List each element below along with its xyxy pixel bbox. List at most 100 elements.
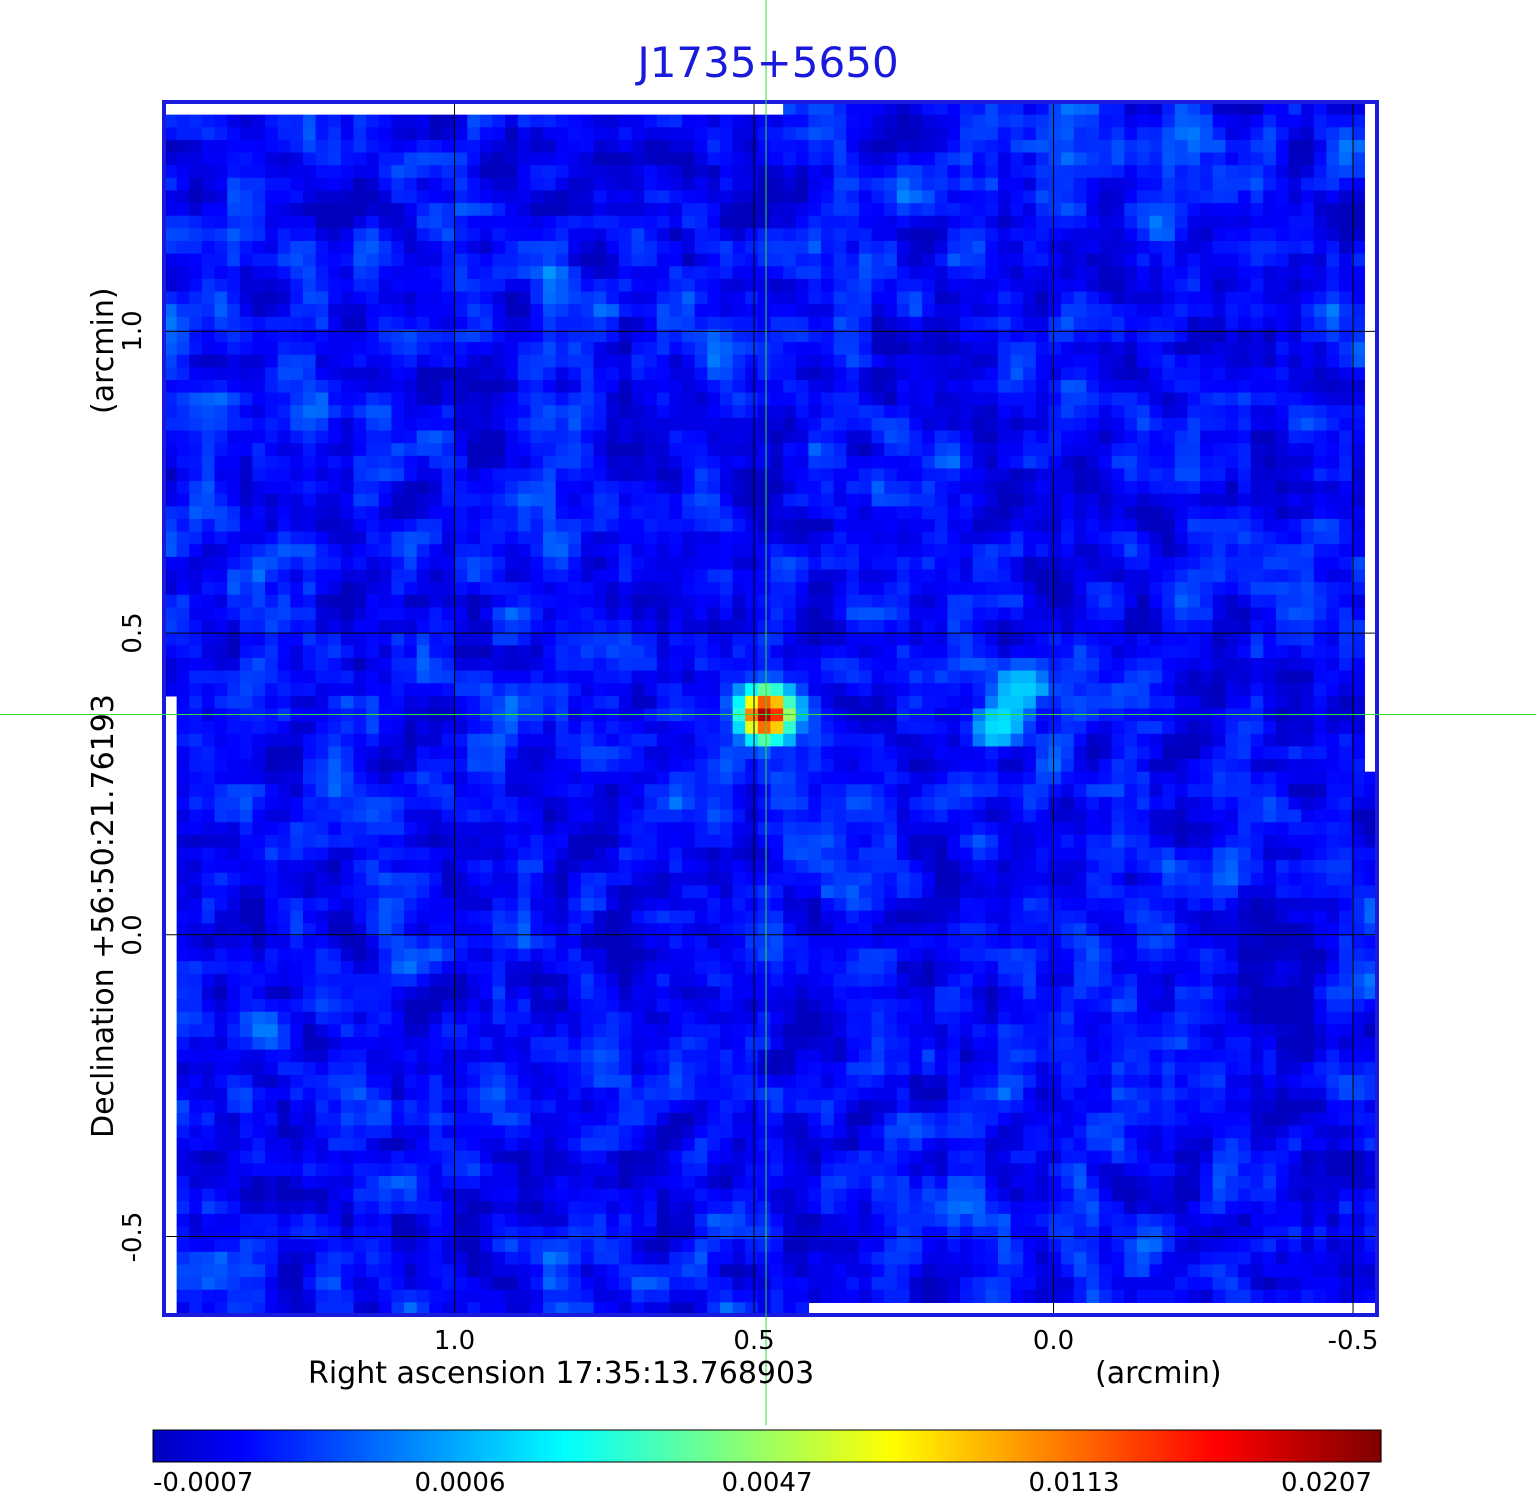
image-pixel [353,291,367,305]
image-pixel [1212,556,1226,571]
image-pixel [757,582,772,596]
image-pixel [505,177,519,192]
image-pixel [808,177,822,192]
image-pixel [1200,278,1214,293]
image-pixel [227,139,241,154]
image-pixel [252,556,266,571]
image-pixel [884,632,898,646]
image-pixel [441,215,456,229]
image-pixel [707,152,721,166]
image-pixel [378,392,393,406]
image-pixel [429,733,443,748]
image-pixel [252,379,266,394]
image-pixel [1225,342,1239,356]
image-pixel [1326,531,1340,545]
image-pixel [1023,657,1037,672]
image-pixel [1250,152,1264,166]
image-pixel [164,645,178,659]
image-pixel [454,114,468,128]
image-pixel [682,165,696,179]
image-pixel [1275,304,1290,318]
image-pixel [214,632,228,646]
image-pixel [1339,278,1353,293]
image-pixel [972,430,986,444]
image-pixel [997,127,1012,141]
image-pixel [1225,430,1239,444]
image-pixel [770,354,784,368]
image-pixel [707,518,721,533]
image-pixel [682,556,696,571]
image-pixel [1301,228,1315,242]
image-pixel [1313,177,1328,192]
image-pixel [1061,670,1075,684]
image-pixel [416,165,430,179]
image-pixel [618,367,633,381]
image-pixel [1326,114,1340,128]
image-pixel [1200,620,1214,634]
image-pixel [467,228,481,242]
image-pixel [353,746,367,760]
image-pixel [656,531,671,545]
image-pixel [606,329,620,343]
image-pixel [176,493,190,507]
image-pixel [1073,721,1087,735]
image-pixel [1288,468,1302,482]
image-pixel [934,708,948,722]
image-pixel [492,569,506,583]
image-pixel [366,645,380,659]
image-pixel [846,342,860,356]
image-pixel [252,518,266,533]
image-pixel [871,228,885,242]
image-pixel [909,177,923,192]
image-pixel [909,531,923,545]
image-pixel [644,342,658,356]
image-pixel [871,190,885,204]
image-pixel [808,379,822,394]
image-pixel [1010,114,1024,128]
image-pixel [1187,367,1201,381]
image-pixel [909,721,923,735]
image-pixel [833,582,847,596]
image-pixel [404,203,418,217]
image-pixel [176,531,190,545]
image-pixel [391,708,405,722]
image-pixel [1200,506,1214,520]
image-pixel [985,304,999,318]
image-pixel [441,493,456,507]
image-pixel [719,620,734,634]
image-pixel [656,518,671,533]
image-pixel [353,253,367,267]
image-pixel [972,632,986,646]
image-pixel [227,304,241,318]
image-pixel [302,152,317,166]
image-pixel [1010,556,1024,571]
image-pixel [378,177,393,192]
image-pixel [454,670,468,684]
image-pixel [795,657,810,672]
image-pixel [1099,620,1113,634]
image-pixel [277,569,291,583]
image-pixel [290,506,304,520]
image-pixel [1111,443,1125,457]
image-pixel [846,228,860,242]
image-pixel [858,165,873,179]
image-pixel [1048,544,1062,558]
image-pixel [1099,291,1113,305]
image-pixel [290,746,304,760]
image-pixel [1073,556,1087,571]
image-pixel [1136,291,1151,305]
image-pixel [1111,165,1125,179]
image-pixel [1162,645,1176,659]
image-pixel [1048,695,1062,710]
image-pixel [580,645,595,659]
image-pixel [492,468,506,482]
image-pixel [1162,177,1176,192]
image-pixel [656,190,671,204]
image-pixel [593,657,607,672]
image-pixel [1313,127,1328,141]
image-pixel [960,657,974,672]
image-pixel [277,746,291,760]
image-pixel [429,518,443,533]
image-pixel [1301,582,1315,596]
image-pixel [808,721,822,735]
